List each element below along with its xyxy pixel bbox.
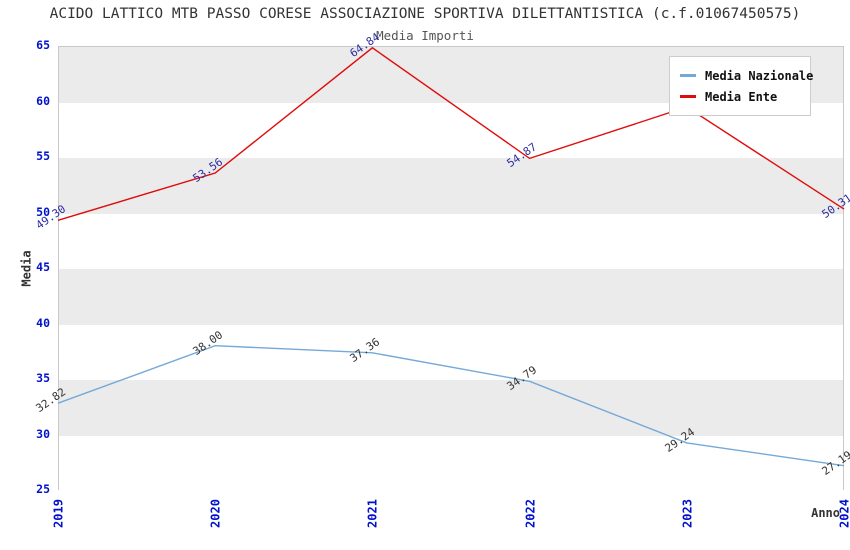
legend: Media Nazionale Media Ente	[669, 56, 813, 116]
x-tick-label: 2022	[523, 499, 538, 528]
legend-item-media-nazionale: Media Nazionale	[680, 65, 813, 86]
y-tick-label: 45	[36, 260, 50, 274]
grid-band	[59, 435, 843, 491]
grid-band	[59, 380, 843, 436]
y-tick-label: 55	[36, 149, 50, 163]
y-tick-label: 65	[36, 38, 50, 52]
y-tick-label: 50	[36, 204, 50, 219]
legend-label: Media Ente	[705, 89, 778, 104]
legend-label: Media Nazionale	[705, 68, 814, 83]
y-tick-label: 35	[36, 371, 50, 385]
grid-band	[59, 269, 843, 325]
legend-line-swatch-red	[680, 95, 696, 98]
chart-title: ACIDO LATTICO MTB PASSO CORESE ASSOCIAZI…	[49, 6, 801, 22]
x-tick-label: 2023	[680, 499, 695, 528]
y-tick-label: 60	[36, 93, 50, 108]
y-tick-label: 25	[36, 482, 50, 496]
chart-subtitle: Media Importi	[376, 28, 474, 43]
grid-band	[59, 158, 843, 214]
x-tick-label: 2020	[208, 499, 223, 528]
x-tick-label: 2019	[51, 499, 66, 528]
legend-line-swatch-blue	[680, 74, 696, 77]
grid-band	[59, 324, 843, 380]
x-axis-title: Anno	[811, 506, 840, 520]
x-tick-label: 2021	[365, 499, 380, 528]
legend-item-media-ente: Media Ente	[680, 86, 800, 107]
y-tick-label: 40	[36, 315, 50, 330]
y-tick-label: 30	[36, 426, 50, 441]
grid-band	[59, 213, 843, 269]
y-axis-title: Media	[19, 250, 34, 287]
